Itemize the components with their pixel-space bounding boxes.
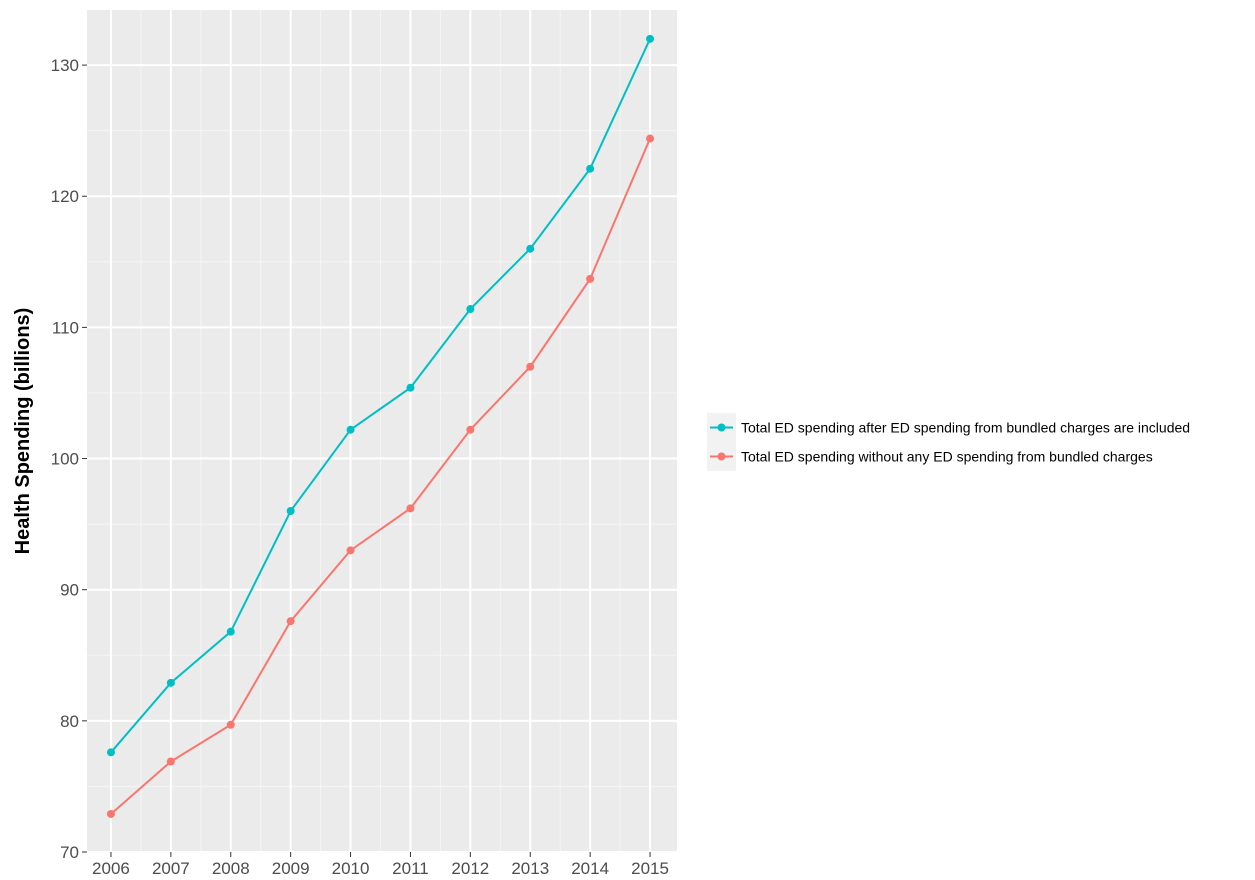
series-2-point [406, 504, 415, 513]
series-1-point [166, 678, 175, 687]
minor-gridlines [87, 10, 677, 852]
x-tick-label: 2013 [511, 859, 549, 878]
series-1 [106, 34, 655, 757]
series-2-point [466, 425, 475, 434]
series-1-point [586, 164, 595, 173]
x-tick-label: 2010 [332, 859, 370, 878]
legend-label: Total ED spending after ED spending from… [741, 420, 1190, 436]
x-tick-label: 2009 [272, 859, 310, 878]
series-1-point [466, 305, 475, 314]
series-2-point [226, 720, 235, 729]
y-tick-label: 100 [51, 450, 79, 469]
series-1-point [646, 34, 655, 43]
series-1-point [346, 425, 355, 434]
series-2-point [646, 134, 655, 143]
series-1-point [106, 748, 115, 757]
x-tick-label: 2007 [152, 859, 190, 878]
x-tick-label: 2006 [92, 859, 130, 878]
legend-key-point [717, 423, 726, 432]
legend-key-point [717, 452, 726, 461]
y-tick-label: 110 [52, 318, 79, 337]
series-1-point [406, 383, 415, 392]
series-2-point [526, 362, 535, 371]
series-1-point [526, 244, 535, 253]
legend: Total ED spending after ED spending from… [707, 413, 1190, 471]
series-2-point [286, 617, 295, 626]
series-2 [106, 134, 655, 818]
legend-label: Total ED spending without any ED spendin… [741, 449, 1153, 465]
legend-item-2: Total ED spending without any ED spendin… [707, 442, 1153, 471]
x-axis-ticks: 2006 2007 2008 2009 2010 2011 2012 2013 2014 2015 [92, 852, 669, 878]
y-tick-label: 70 [60, 843, 79, 862]
y-tick-label: 90 [60, 581, 79, 600]
x-tick-label: 2012 [451, 859, 489, 878]
series-1-point [226, 627, 235, 636]
x-tick-label: 2015 [631, 859, 669, 878]
series-2-line [110, 138, 651, 815]
y-tick-label: 130 [51, 56, 79, 75]
y-axis-title: Health Spending (billions) [12, 308, 34, 555]
x-tick-label: 2014 [571, 859, 609, 878]
y-axis-ticks: 70 80 90 100 110 120 130 [51, 56, 87, 862]
series-2-point [586, 274, 595, 283]
legend-item-1: Total ED spending after ED spending from… [707, 413, 1190, 442]
series-2-point [166, 757, 175, 766]
y-tick-label: 120 [51, 187, 79, 206]
series-group [106, 34, 655, 818]
plot-panel [87, 10, 677, 852]
series-2-point [346, 546, 355, 555]
series-2-point [106, 809, 115, 818]
major-gridlines [87, 10, 677, 853]
series-1-point [286, 507, 295, 516]
x-tick-label: 2008 [212, 859, 250, 878]
x-tick-label: 2011 [392, 859, 429, 878]
y-tick-label: 80 [60, 712, 79, 731]
series-1-line [110, 38, 651, 753]
